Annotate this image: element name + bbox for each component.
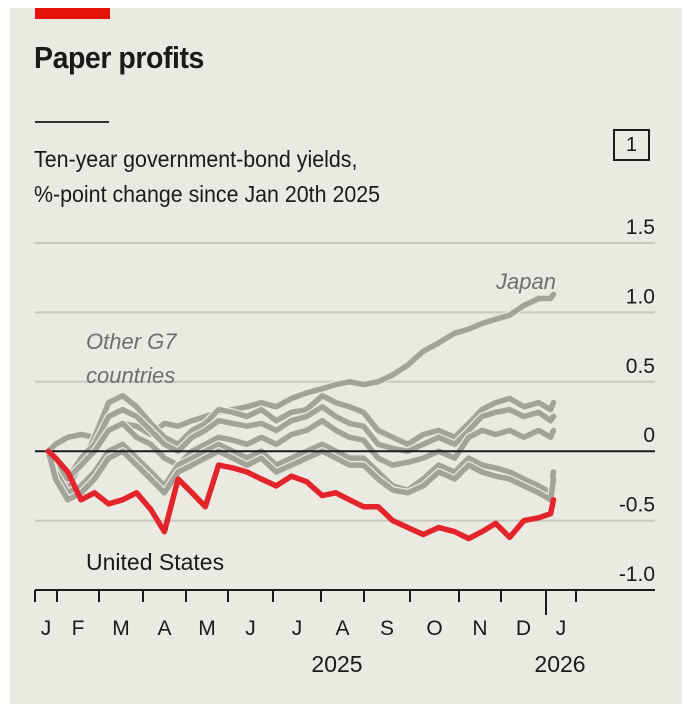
united-states-line <box>45 448 557 542</box>
japan-label: Japan <box>495 269 556 294</box>
y-axis-ticks: 1.5 1.0 0.5 0 -0.5 -1.0 <box>619 216 655 586</box>
y-tick-label: 1.5 <box>626 216 655 239</box>
y-tick-label: 0.5 <box>626 355 655 378</box>
x-tick-label: M <box>112 617 130 640</box>
chart-panel <box>10 8 682 704</box>
year-label: 2026 <box>534 651 585 677</box>
brand-accent-bar <box>35 8 110 19</box>
other-g7-line <box>45 404 557 482</box>
chart-subtitle: Ten-year government-bond yields, %-point… <box>34 142 380 212</box>
x-tick-label: J <box>245 617 256 640</box>
x-tick-label: M <box>198 617 216 640</box>
x-tick-label: O <box>426 617 442 640</box>
y-tick-label: -0.5 <box>619 494 655 517</box>
x-tick-label: J <box>41 617 52 640</box>
x-tick-label: F <box>72 617 85 640</box>
other-g7-line <box>45 392 557 489</box>
annotations: Japan Other G7 countries United States <box>86 269 556 575</box>
other-g7-label-line1: Other G7 <box>86 329 177 354</box>
series-lines <box>35 291 655 542</box>
x-tick-label: A <box>157 617 171 640</box>
united-states-label: United States <box>86 549 224 575</box>
x-tick-label: J <box>556 617 567 640</box>
x-tick-label: N <box>472 617 487 640</box>
other-g7-line <box>45 417 557 482</box>
chart-title: Paper profits <box>34 40 204 75</box>
y-tick-label: 0 <box>643 424 655 447</box>
x-tick-label: A <box>335 617 349 640</box>
other-g7-line <box>45 448 557 503</box>
y-tick-label: 1.0 <box>626 285 655 308</box>
subtitle-line-2: %-point change since Jan 20th 2025 <box>34 181 381 207</box>
year-label: 2025 <box>311 651 362 677</box>
chart-number-badge: 1 <box>613 129 650 161</box>
x-tick-label: J <box>292 617 303 640</box>
x-tick-label: D <box>516 617 531 640</box>
other-g7-label-line2: countries <box>86 363 175 388</box>
other-g7-line <box>45 441 557 496</box>
subtitle-rule <box>35 121 109 123</box>
x-tick-label: S <box>380 617 394 640</box>
y-tick-label: -1.0 <box>619 563 655 586</box>
subtitle-line-1: Ten-year government-bond yields, <box>34 146 358 172</box>
